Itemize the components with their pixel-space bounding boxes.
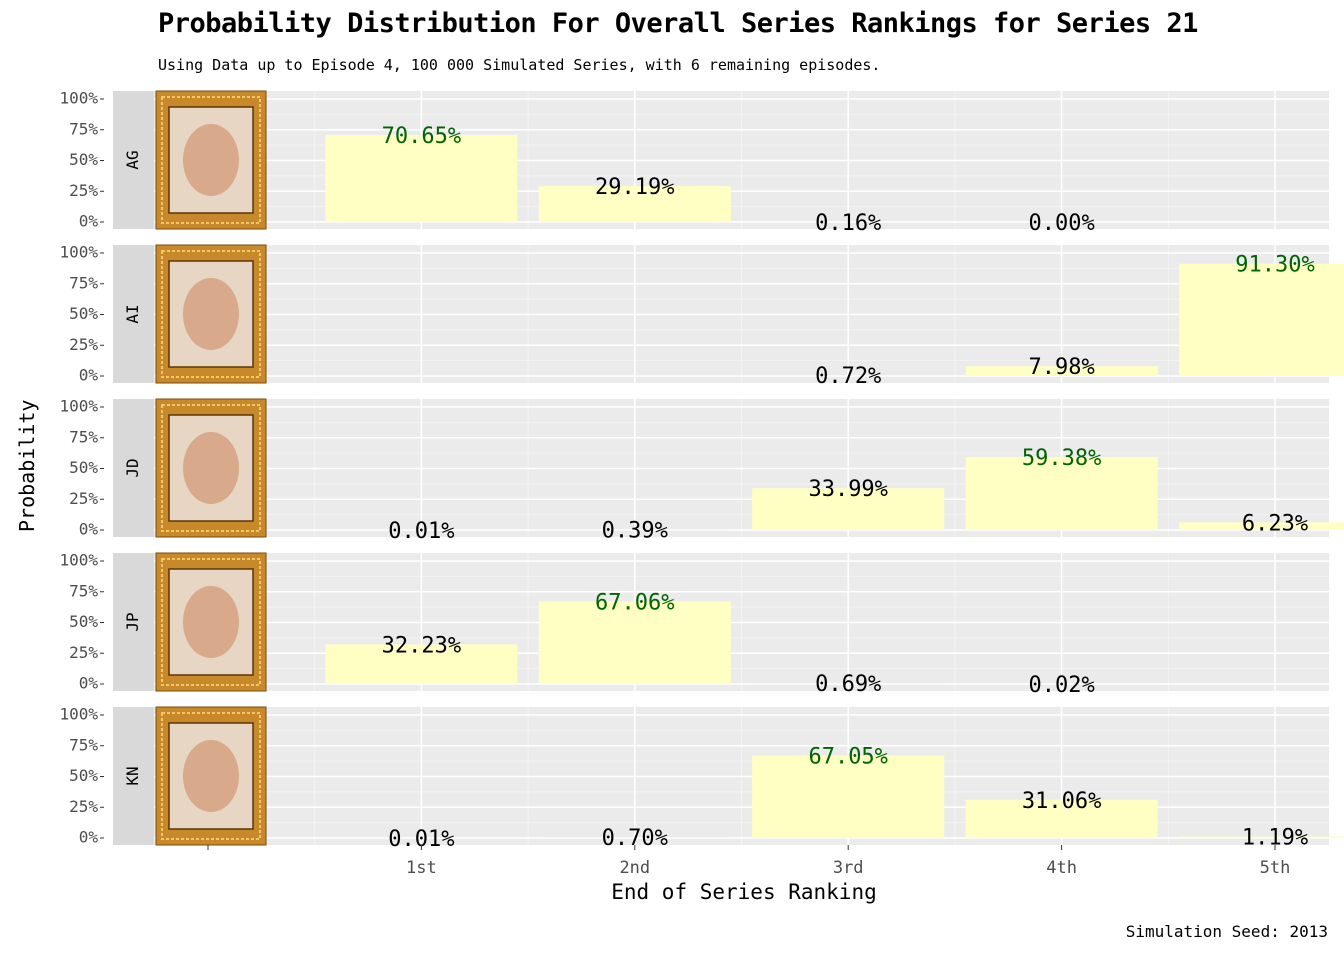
bar — [965, 456, 1158, 530]
bar-value-label: 0.01% — [388, 519, 454, 544]
bar-value-label: 0.16% — [815, 211, 881, 236]
portrait-face — [183, 278, 239, 350]
portrait-face — [183, 740, 239, 812]
bar-value-label: 0.72% — [815, 364, 881, 389]
bar — [1179, 836, 1344, 838]
bar — [325, 644, 518, 684]
y-tick-label: 25% — [69, 335, 98, 354]
portrait-face — [183, 432, 239, 504]
chart-subtitle: Using Data up to Episode 4, 100 000 Simu… — [158, 56, 881, 74]
y-tick-label: 100% — [59, 551, 98, 570]
bar — [752, 683, 945, 684]
y-tick-label: 75% — [69, 735, 98, 754]
bar-value-label: 31.06% — [1022, 789, 1101, 814]
portrait-frame-ornament — [161, 558, 261, 686]
y-tick-label: 50% — [69, 304, 98, 323]
facet-strip-label: AI — [123, 304, 142, 323]
portrait-frame-ornament — [161, 250, 261, 378]
y-tick-label: 0% — [79, 828, 99, 847]
bar-value-label: 33.99% — [808, 477, 887, 502]
facet-strip — [113, 91, 154, 229]
bar — [752, 375, 945, 376]
bar-value-label: 67.06% — [595, 591, 674, 616]
bar-value-label: 67.05% — [808, 745, 887, 770]
bar — [965, 366, 1158, 376]
y-tick-label: 100% — [59, 89, 98, 108]
facet-strip-label: KN — [123, 766, 142, 785]
portrait-frame-ornament — [161, 96, 261, 224]
portrait-face — [183, 124, 239, 196]
bar — [1179, 522, 1344, 530]
x-tick-label: 5th — [1260, 858, 1291, 878]
bar — [965, 799, 1158, 838]
bar-value-label: 7.98% — [1028, 355, 1094, 380]
y-tick-label: 75% — [69, 273, 98, 292]
bar — [752, 488, 945, 530]
x-tick-label: 2nd — [619, 858, 650, 878]
bar-value-label: 59.38% — [1022, 446, 1101, 471]
bar — [538, 601, 731, 684]
y-tick-label: 25% — [69, 797, 98, 816]
y-tick-label: 100% — [59, 705, 98, 724]
y-tick-label: 75% — [69, 119, 98, 138]
bar-value-label: 0.02% — [1028, 673, 1094, 698]
facet-strip — [113, 245, 154, 383]
bar-value-label: 29.19% — [595, 175, 674, 200]
chart-title: Probability Distribution For Overall Ser… — [158, 8, 1198, 39]
y-tick-label: 0% — [79, 520, 99, 539]
y-tick-label: 25% — [69, 181, 98, 200]
caption: Simulation Seed: 2013 — [1125, 922, 1328, 941]
y-tick-label: 25% — [69, 643, 98, 662]
bar-value-label: 32.23% — [382, 633, 461, 658]
facet-strip-label: JP — [123, 612, 142, 631]
facet-strip — [113, 707, 154, 845]
bar — [538, 186, 731, 222]
y-tick-label: 0% — [79, 366, 99, 385]
facet-strip — [113, 553, 154, 691]
bar-value-label: 0.39% — [602, 519, 668, 544]
portrait-frame-ornament — [161, 404, 261, 532]
portrait-face — [183, 586, 239, 658]
y-tick-label: 50% — [69, 150, 98, 169]
bar — [538, 837, 731, 838]
x-axis-label: End of Series Ranking — [611, 880, 877, 904]
y-tick-label: 0% — [79, 212, 99, 231]
bar — [1179, 263, 1344, 376]
x-tick-label: 3rd — [833, 858, 864, 878]
bar-value-label: 70.65% — [382, 124, 461, 149]
y-tick-label: 100% — [59, 243, 98, 262]
facet-strip-label: JD — [123, 458, 142, 477]
portrait-frame-ornament — [161, 712, 261, 840]
facet-strip-label: AG — [123, 150, 142, 169]
bar-value-label: 6.23% — [1242, 511, 1308, 536]
y-tick-label: 25% — [69, 489, 98, 508]
y-tick-label: 50% — [69, 458, 98, 477]
y-tick-label: 75% — [69, 427, 98, 446]
x-tick-label: 4th — [1046, 858, 1077, 878]
bar-value-label: 0.00% — [1028, 211, 1094, 236]
bar-value-label: 0.69% — [815, 672, 881, 697]
x-tick-label: 1st — [406, 858, 437, 878]
y-tick-label: 100% — [59, 397, 98, 416]
y-tick-label: 50% — [69, 612, 98, 631]
bar-value-label: 91.30% — [1235, 253, 1314, 278]
bar — [752, 755, 945, 838]
y-tick-label: 0% — [79, 674, 99, 693]
facet-strip — [113, 399, 154, 537]
bar — [325, 135, 518, 222]
y-tick-label: 75% — [69, 581, 98, 600]
y-tick-label: 50% — [69, 766, 98, 785]
